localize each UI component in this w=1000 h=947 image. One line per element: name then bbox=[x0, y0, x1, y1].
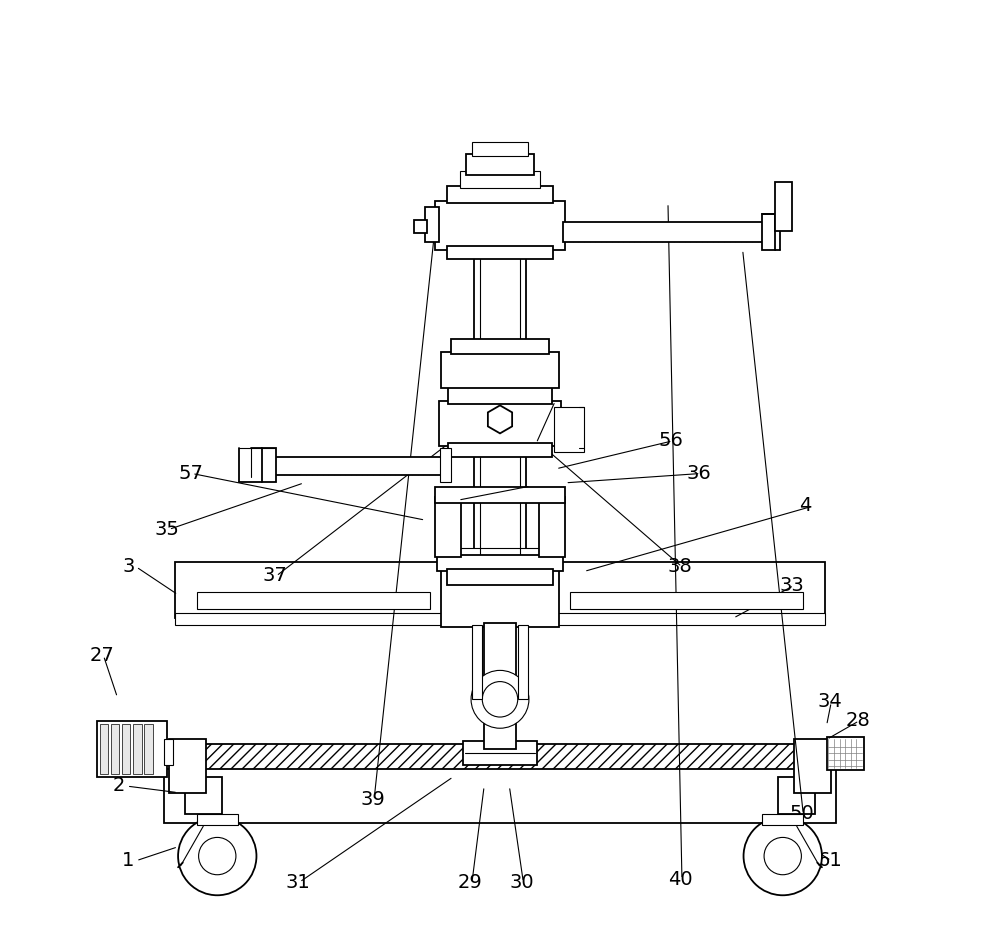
Circle shape bbox=[482, 682, 518, 717]
Bar bbox=[447, 187, 553, 203]
Bar bbox=[274, 456, 442, 475]
Bar bbox=[435, 497, 461, 558]
Bar bbox=[144, 724, 153, 774]
Bar bbox=[164, 739, 173, 764]
Bar bbox=[472, 142, 528, 156]
Bar bbox=[466, 154, 534, 175]
Bar bbox=[775, 183, 792, 231]
Bar bbox=[441, 352, 559, 387]
Text: 36: 36 bbox=[687, 464, 711, 483]
Text: 34: 34 bbox=[817, 692, 842, 711]
Bar bbox=[164, 769, 836, 824]
Text: 33: 33 bbox=[780, 576, 805, 595]
Bar bbox=[463, 742, 537, 764]
Bar bbox=[447, 246, 553, 259]
Text: 31: 31 bbox=[285, 872, 310, 891]
Bar bbox=[441, 558, 559, 628]
Bar bbox=[439, 401, 561, 445]
Text: 29: 29 bbox=[458, 872, 483, 891]
Bar bbox=[827, 737, 864, 770]
Circle shape bbox=[744, 817, 822, 895]
Bar bbox=[778, 777, 815, 814]
Bar bbox=[451, 548, 549, 563]
Text: 2: 2 bbox=[113, 777, 125, 795]
Bar bbox=[563, 222, 764, 242]
Text: 1: 1 bbox=[122, 851, 134, 870]
Text: 37: 37 bbox=[262, 566, 287, 585]
Bar bbox=[185, 744, 815, 783]
Bar bbox=[448, 384, 552, 403]
Text: 56: 56 bbox=[659, 431, 684, 450]
Bar bbox=[570, 592, 803, 609]
Bar bbox=[185, 777, 222, 814]
Bar bbox=[262, 448, 276, 482]
Bar bbox=[472, 625, 482, 699]
Bar bbox=[122, 724, 130, 774]
Bar bbox=[425, 206, 439, 242]
Bar bbox=[435, 487, 565, 504]
Bar bbox=[437, 555, 563, 571]
Text: 38: 38 bbox=[668, 557, 693, 576]
Bar bbox=[794, 739, 831, 793]
Bar bbox=[447, 569, 553, 585]
Text: 3: 3 bbox=[122, 557, 134, 576]
Bar bbox=[414, 220, 427, 233]
Bar bbox=[111, 724, 119, 774]
Bar bbox=[460, 171, 540, 188]
Polygon shape bbox=[488, 405, 512, 434]
Bar bbox=[554, 407, 584, 452]
Bar bbox=[539, 497, 565, 558]
Bar bbox=[559, 412, 579, 447]
Bar bbox=[451, 339, 549, 354]
Bar bbox=[435, 201, 565, 250]
Text: 35: 35 bbox=[155, 520, 180, 539]
Bar bbox=[474, 207, 526, 563]
Bar bbox=[100, 724, 108, 774]
Circle shape bbox=[764, 837, 801, 875]
Circle shape bbox=[199, 837, 236, 875]
Bar bbox=[762, 214, 775, 250]
Text: 50: 50 bbox=[789, 804, 814, 824]
Text: 57: 57 bbox=[178, 464, 203, 483]
Text: 39: 39 bbox=[360, 791, 385, 810]
Text: 28: 28 bbox=[845, 711, 870, 730]
Bar bbox=[440, 448, 451, 482]
Bar bbox=[197, 814, 238, 825]
Circle shape bbox=[178, 817, 256, 895]
Text: 27: 27 bbox=[89, 646, 114, 665]
Bar bbox=[175, 563, 825, 618]
Text: 40: 40 bbox=[668, 869, 693, 888]
Text: 4: 4 bbox=[799, 496, 811, 515]
Bar bbox=[448, 442, 552, 456]
Bar bbox=[197, 592, 430, 609]
Text: 30: 30 bbox=[509, 872, 534, 891]
Bar bbox=[518, 625, 528, 699]
Text: 61: 61 bbox=[817, 851, 842, 870]
Bar bbox=[169, 739, 206, 793]
Bar bbox=[175, 614, 825, 625]
Bar bbox=[762, 814, 803, 825]
Bar bbox=[97, 721, 167, 777]
Circle shape bbox=[471, 670, 529, 728]
Bar bbox=[484, 623, 516, 749]
Bar bbox=[133, 724, 142, 774]
